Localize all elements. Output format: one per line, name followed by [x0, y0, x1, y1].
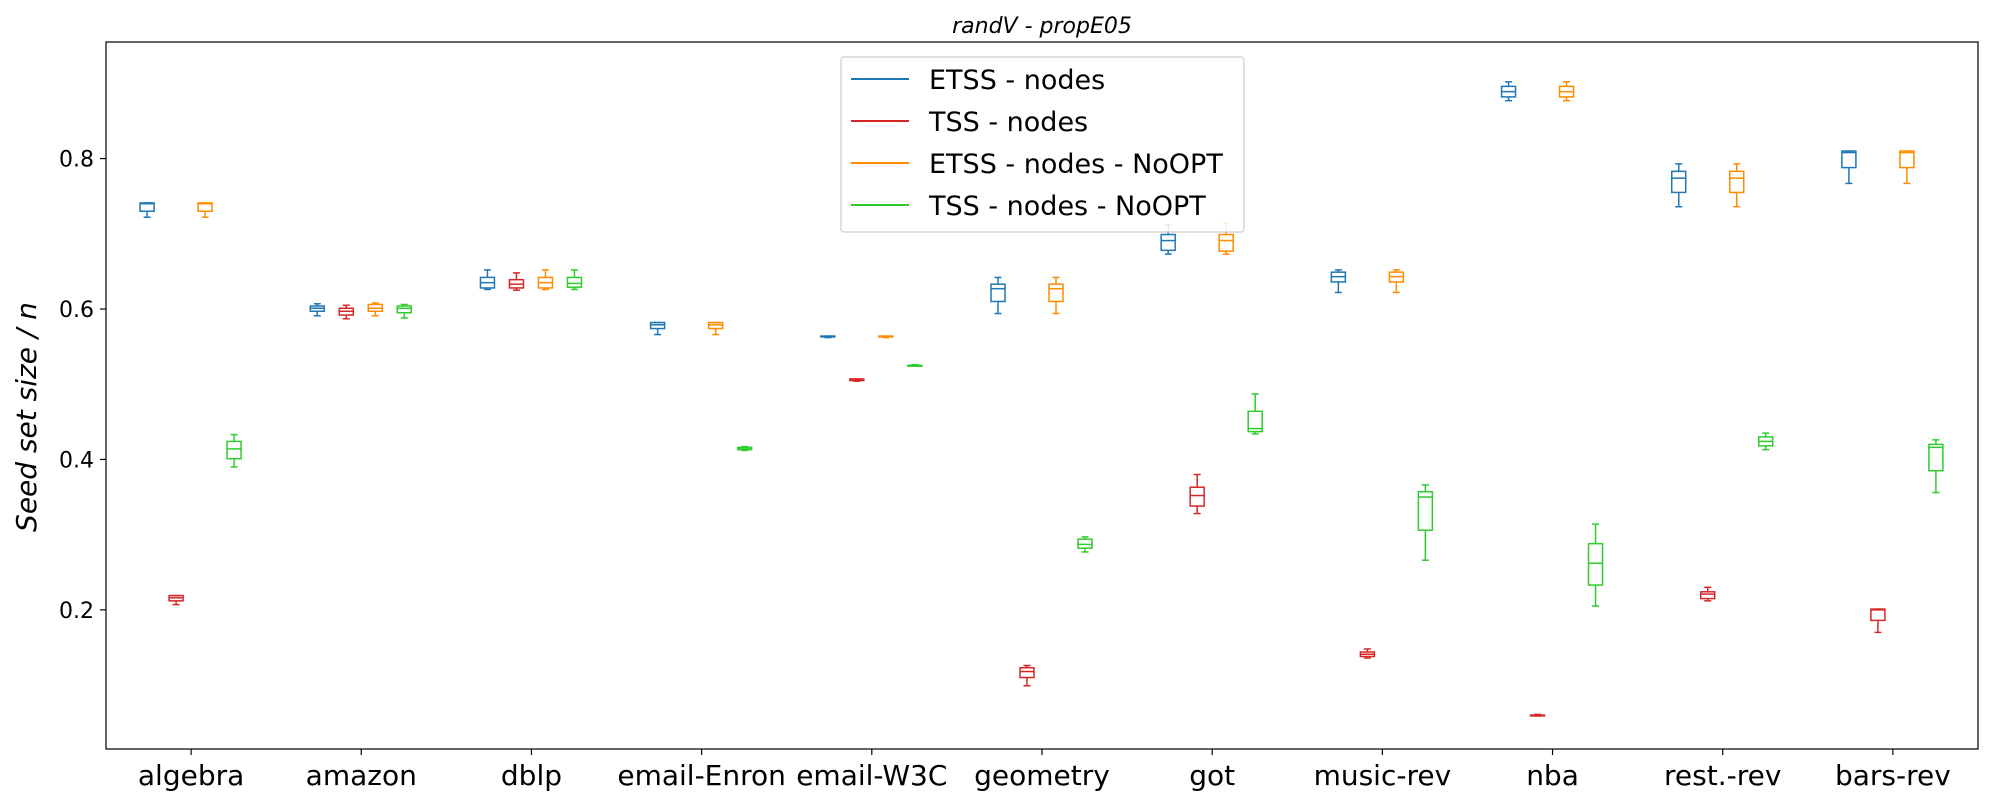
box-iqr: [1699, 591, 1716, 600]
box-iqr: [990, 283, 1006, 303]
box-tss-nodes-bars-rev: [1870, 608, 1886, 634]
box-iqr: [1218, 233, 1234, 252]
legend: ETSS - nodes TSS - nodes ETSS - nodes - No…: [840, 56, 1245, 233]
box-tss-nodes-amazon: [338, 304, 355, 320]
x-tick-label: dblp: [501, 759, 562, 792]
box-tss-nodes-noopt-got: [1247, 393, 1263, 435]
box-tss-nodes-noopt-algebra: [226, 433, 242, 468]
legend-entry-label: TSS - nodes: [928, 107, 1088, 138]
box-etss-nodes-algebra: [139, 202, 155, 218]
box-etss-nodes-noopt-dblp: [537, 269, 554, 291]
box-iqr: [1728, 170, 1745, 194]
box-etss-nodes-email-w3c: [820, 335, 836, 339]
box-iqr: [1247, 410, 1263, 433]
box-iqr: [1077, 538, 1093, 549]
box-iqr: [566, 276, 583, 288]
box-iqr: [1019, 667, 1035, 679]
box-etss-nodes-noopt-email-enron: [707, 321, 724, 336]
box-iqr: [139, 202, 155, 212]
box-tss-nodes-noopt-amazon: [396, 303, 413, 319]
box-tss-nodes-noopt-email-enron: [736, 445, 753, 452]
legend-frame: [840, 56, 1245, 233]
box-tss-nodes-got: [1189, 473, 1205, 515]
legend-entry-label: ETSS - nodes - NoOPT: [929, 149, 1223, 180]
x-tick-label: got: [1189, 759, 1235, 792]
box-tss-nodes-email-w3c: [849, 378, 865, 382]
x-tick-label: algebra: [138, 759, 244, 792]
box-iqr: [1841, 150, 1857, 169]
box-etss-nodes-rest-rev: [1670, 163, 1687, 208]
box-etss-nodes-bars-rev: [1841, 150, 1857, 185]
box-iqr: [1870, 608, 1886, 622]
x-tick-label: email-W3C: [796, 759, 947, 792]
box-etss-nodes-nba: [1500, 81, 1517, 102]
box-iqr: [707, 321, 724, 330]
box-tss-nodes-noopt-music-rev: [1417, 484, 1434, 561]
box-tss-nodes-dblp: [508, 272, 525, 291]
box-etss-nodes-amazon: [309, 302, 326, 317]
box-tss-nodes-music-rev: [1359, 648, 1376, 659]
box-tss-nodes-noopt-email-w3c: [907, 363, 923, 367]
box-tss-nodes-rest-rev: [1699, 586, 1716, 602]
box-tss-nodes-noopt-geometry: [1077, 536, 1093, 553]
x-tick-label: bars-rev: [1835, 759, 1951, 792]
box-iqr: [1899, 150, 1915, 169]
box-tss-nodes-noopt-dblp: [566, 269, 583, 291]
y-tick-label: 0.4: [59, 448, 94, 473]
box-tss-nodes-geometry: [1019, 664, 1035, 687]
box-iqr: [1928, 443, 1944, 472]
y-axis-label: Seed set size / n: [10, 302, 43, 532]
legend-entry-label: TSS - nodes - NoOPT: [928, 191, 1206, 222]
box-tss-nodes-noopt-bars-rev: [1928, 439, 1944, 494]
y-tick-label: 0.6: [59, 298, 94, 323]
box-etss-nodes-noopt-music-rev: [1388, 269, 1405, 294]
legend-entry-label: ETSS - nodes: [929, 65, 1105, 96]
box-iqr: [197, 202, 213, 212]
y-tick-label: 0.2: [59, 599, 94, 624]
box-tss-nodes-noopt-nba: [1587, 523, 1604, 607]
box-etss-nodes-dblp: [479, 269, 496, 291]
box-etss-nodes-noopt-email-w3c: [878, 335, 894, 339]
box-etss-nodes-email-enron: [649, 321, 666, 336]
box-etss-nodes-noopt-bars-rev: [1899, 150, 1915, 185]
box-iqr: [1587, 542, 1604, 586]
box-etss-nodes-music-rev: [1330, 269, 1347, 294]
box-iqr: [1417, 491, 1434, 531]
box-iqr: [649, 321, 666, 330]
x-tick-label: music-rev: [1314, 759, 1452, 792]
box-etss-nodes-noopt-nba: [1558, 81, 1575, 102]
y-tick-label: 0.8: [59, 148, 94, 173]
box-iqr: [396, 305, 413, 314]
x-tick-label: email-Enron: [617, 759, 786, 792]
box-tss-nodes-algebra: [168, 594, 184, 606]
x-tick-label: amazon: [306, 759, 417, 792]
box-etss-nodes-noopt-rest-rev: [1728, 163, 1745, 208]
box-tss-nodes-nba: [1529, 713, 1546, 717]
box-iqr: [226, 440, 242, 460]
box-iqr: [1048, 283, 1064, 303]
box-iqr: [1189, 486, 1205, 507]
chart-title: randV - propE05: [952, 14, 1132, 39]
box-etss-nodes-noopt-algebra: [197, 202, 213, 218]
x-tick-label: geometry: [974, 759, 1110, 792]
box-etss-nodes-noopt-geometry: [1048, 276, 1064, 315]
box-plot-boxes: [139, 81, 1944, 717]
box-etss-nodes-noopt-amazon: [367, 302, 384, 317]
x-tick-label: rest.-rev: [1664, 759, 1781, 792]
box-tss-nodes-noopt-rest-rev: [1757, 432, 1774, 451]
box-iqr: [1670, 170, 1687, 194]
box-iqr: [1160, 233, 1176, 252]
x-tick-label: nba: [1526, 759, 1579, 792]
axes: 0.2 0.4 0.6 0.8 algebra amazon dblp email-Enron…: [59, 41, 1979, 792]
box-etss-nodes-geometry: [990, 276, 1006, 315]
